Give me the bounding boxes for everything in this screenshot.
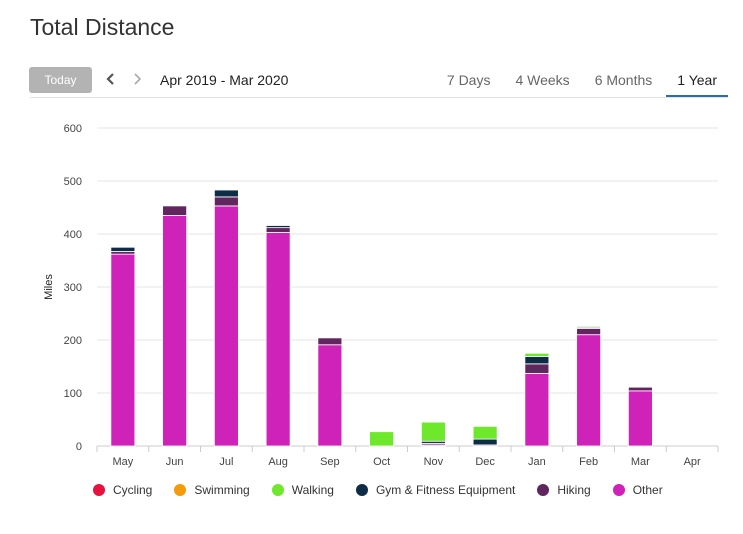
legend-dot-icon [612, 484, 625, 496]
x-tick-label: Jun [166, 456, 184, 468]
bar-segment [524, 356, 550, 365]
bar-segment [317, 344, 343, 447]
bar-segment [213, 205, 239, 447]
chevron-right-icon[interactable] [128, 66, 146, 92]
y-tick-label: 300 [64, 282, 82, 294]
period-tabs: 7 Days 4 Weeks 6 Months 1 Year [433, 64, 728, 98]
x-tick-label: Apr [684, 456, 701, 468]
bar-segment [627, 386, 653, 392]
bar-segment [265, 232, 291, 447]
x-tick-label: Oct [373, 456, 390, 468]
today-button[interactable]: Today [29, 67, 92, 93]
bar-segment [576, 334, 602, 447]
bar-segment [110, 246, 136, 252]
y-tick-label: 400 [64, 229, 82, 241]
x-tick-label: Jan [528, 456, 546, 468]
chart-legend: Cycling Swimming Walking Gym & Fitness E… [93, 483, 685, 497]
y-tick-label: 0 [76, 441, 82, 453]
bar-segment [524, 363, 550, 374]
legend-item-gym[interactable]: Gym & Fitness Equipment [355, 483, 516, 497]
y-tick-label: 500 [64, 176, 82, 188]
y-axis-label: Miles [43, 274, 55, 300]
x-tick-label: Dec [475, 456, 495, 468]
legend-label: Hiking [557, 483, 591, 497]
x-tick-label: May [112, 456, 133, 468]
x-tick-label: Feb [579, 456, 598, 468]
tab-6-months[interactable]: 6 Months [594, 72, 653, 88]
bar-segment [576, 325, 602, 328]
tab-7-days[interactable]: 7 Days [446, 72, 491, 88]
bar-segment [265, 225, 291, 229]
legend-dot-icon [271, 484, 284, 496]
tab-4-weeks[interactable]: 4 Weeks [515, 72, 570, 88]
legend-label: Cycling [113, 483, 153, 497]
legend-item-hiking[interactable]: Hiking [537, 483, 591, 497]
bar-segment [627, 390, 653, 447]
legend-item-walking[interactable]: Walking [271, 483, 334, 497]
toolbar-divider [30, 97, 728, 98]
x-tick-label: Jul [219, 456, 233, 468]
x-tick-label: Sep [320, 456, 340, 468]
legend-label: Other [632, 483, 663, 497]
page-title: Total Distance [30, 14, 175, 40]
date-range-label: Apr 2019 - Mar 2020 [160, 72, 289, 88]
bar-segment [110, 253, 136, 447]
bar-segment [524, 352, 550, 357]
bar-segment [524, 372, 550, 447]
legend-dot-icon [93, 484, 105, 496]
x-tick-label: Mar [631, 456, 650, 468]
legend-label: Gym & Fitness Equipment [375, 483, 516, 497]
x-tick-label: Aug [268, 456, 288, 468]
y-tick-label: 600 [64, 123, 82, 135]
legend-label: Swimming [194, 483, 250, 497]
legend-dot-icon [355, 484, 368, 496]
bar-segment [576, 327, 602, 336]
bar-segment [162, 215, 188, 447]
bar-segment [213, 189, 239, 198]
legend-dot-icon [537, 484, 550, 496]
bar-segment [472, 438, 498, 446]
distance-chart: 0 100 200 300 400 500 600 Miles May Jun Jul Aug Sep O… [43, 123, 719, 468]
bar-segment [213, 196, 239, 207]
legend-label: Walking [291, 483, 334, 497]
bar-segment [472, 425, 498, 440]
bar-segment [317, 337, 343, 346]
bar-segment [369, 431, 395, 447]
legend-dot-icon [174, 484, 187, 496]
bar-segment [265, 227, 291, 233]
toolbar: Today Apr 2019 - Mar 2020 7 Days 4 Weeks… [0, 64, 728, 98]
x-tick-label: Nov [424, 456, 444, 468]
legend-item-swimming[interactable]: Swimming [174, 483, 250, 497]
chevron-left-icon[interactable] [102, 66, 120, 92]
tab-1-year[interactable]: 1 Year [666, 64, 728, 97]
legend-item-cycling[interactable]: Cycling [93, 483, 152, 497]
legend-item-other[interactable]: Other [612, 483, 663, 497]
bar-segment [162, 205, 188, 216]
y-tick-label: 200 [64, 335, 82, 347]
y-tick-label: 100 [64, 388, 82, 400]
bar-segment [420, 421, 446, 442]
